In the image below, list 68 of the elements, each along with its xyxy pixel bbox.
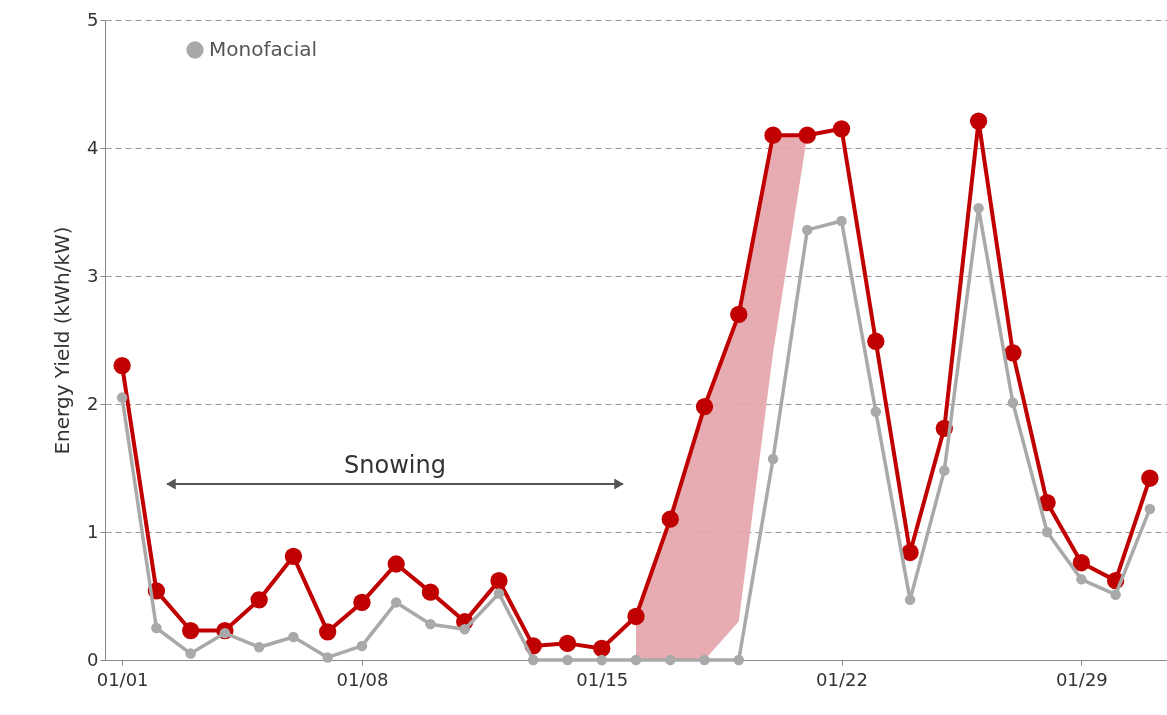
point — [730, 305, 748, 324]
point — [767, 453, 779, 465]
point — [630, 654, 642, 666]
point — [151, 622, 162, 634]
point — [387, 555, 405, 573]
point — [733, 654, 745, 666]
point — [627, 607, 645, 626]
point — [802, 224, 813, 236]
point — [695, 397, 714, 416]
point — [1076, 574, 1087, 585]
point — [939, 465, 950, 476]
x-tick-label: 01/01 — [96, 668, 149, 690]
x-tick-label: 01/22 — [816, 668, 868, 690]
annotation: Snowing — [344, 451, 446, 479]
point — [1144, 503, 1156, 515]
point — [798, 126, 816, 144]
point — [322, 652, 333, 663]
y-tick-label: 0 — [87, 648, 99, 670]
point — [253, 641, 265, 653]
point — [596, 654, 607, 666]
y-tick-label: 3 — [87, 264, 99, 286]
x-tick-label: 01/15 — [576, 668, 629, 690]
point — [1004, 344, 1022, 362]
point — [113, 356, 131, 375]
y-tick-label: 1 — [87, 520, 99, 542]
point — [832, 120, 851, 138]
point — [490, 572, 508, 590]
point — [1041, 526, 1053, 538]
point — [116, 392, 128, 403]
point — [319, 623, 337, 641]
point — [390, 597, 402, 608]
x-tick-label: 01/29 — [1055, 668, 1108, 690]
point — [493, 588, 505, 599]
point — [562, 654, 573, 666]
y-axis-title: Energy Yield (kWh/kW) — [50, 226, 75, 455]
point — [665, 654, 676, 666]
point — [867, 332, 885, 350]
point — [764, 126, 782, 144]
point — [558, 634, 577, 652]
y-tick-label: 4 — [87, 136, 99, 158]
point — [284, 547, 303, 565]
point — [969, 112, 988, 130]
point — [527, 654, 539, 666]
point — [421, 583, 440, 601]
point — [973, 202, 984, 214]
point — [181, 621, 200, 640]
point — [250, 591, 268, 609]
point — [1007, 397, 1019, 408]
point — [904, 594, 916, 606]
point — [288, 631, 299, 643]
y-tick-label: 2 — [87, 392, 99, 414]
point — [836, 215, 847, 227]
point — [459, 624, 470, 635]
legend-label: Monofacial — [209, 37, 318, 61]
point — [901, 543, 919, 562]
point — [185, 648, 196, 659]
point — [425, 618, 436, 630]
point — [699, 654, 710, 666]
point — [1110, 589, 1121, 600]
point — [353, 593, 371, 612]
point — [593, 639, 611, 658]
point — [870, 406, 882, 417]
point — [1141, 469, 1159, 487]
x-tick-label: 01/08 — [336, 668, 389, 690]
point — [356, 640, 368, 652]
point — [1072, 554, 1091, 572]
point — [661, 510, 679, 528]
y-tick-label: 5 — [87, 8, 99, 30]
